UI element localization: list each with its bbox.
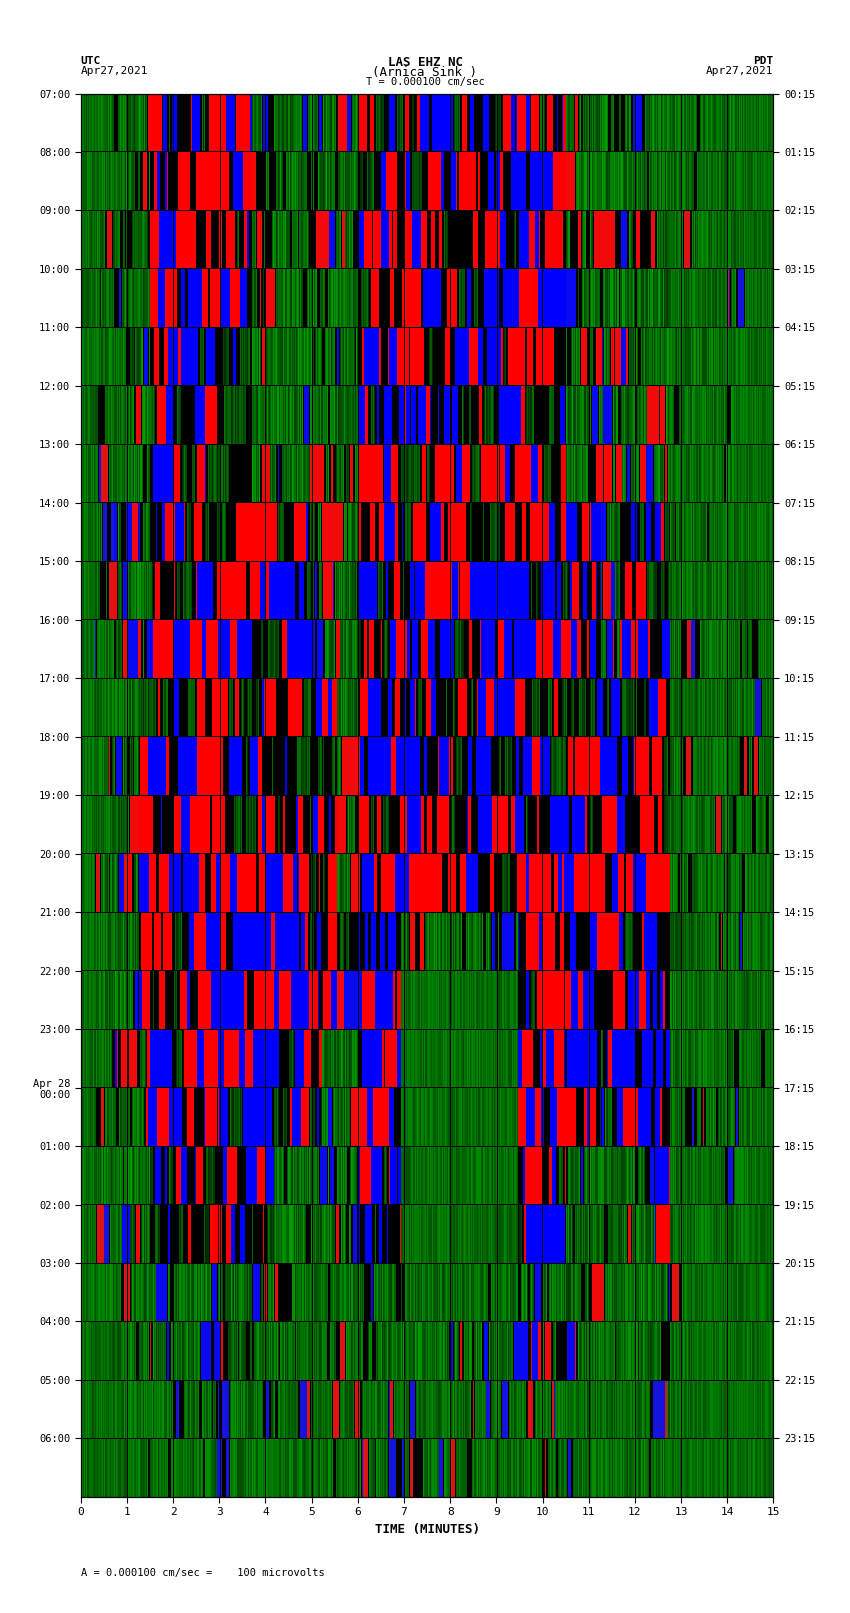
Text: Apr27,2021: Apr27,2021 <box>706 66 774 76</box>
Text: UTC: UTC <box>81 56 101 66</box>
Text: LAS EHZ NC: LAS EHZ NC <box>388 56 462 69</box>
Text: T = 0.000100 cm/sec: T = 0.000100 cm/sec <box>366 77 484 87</box>
Text: A = 0.000100 cm/sec =    100 microvolts: A = 0.000100 cm/sec = 100 microvolts <box>81 1568 325 1578</box>
Text: (Arnica Sink ): (Arnica Sink ) <box>372 66 478 79</box>
Text: Apr27,2021: Apr27,2021 <box>81 66 148 76</box>
X-axis label: TIME (MINUTES): TIME (MINUTES) <box>375 1523 479 1536</box>
Text: PDT: PDT <box>753 56 774 66</box>
